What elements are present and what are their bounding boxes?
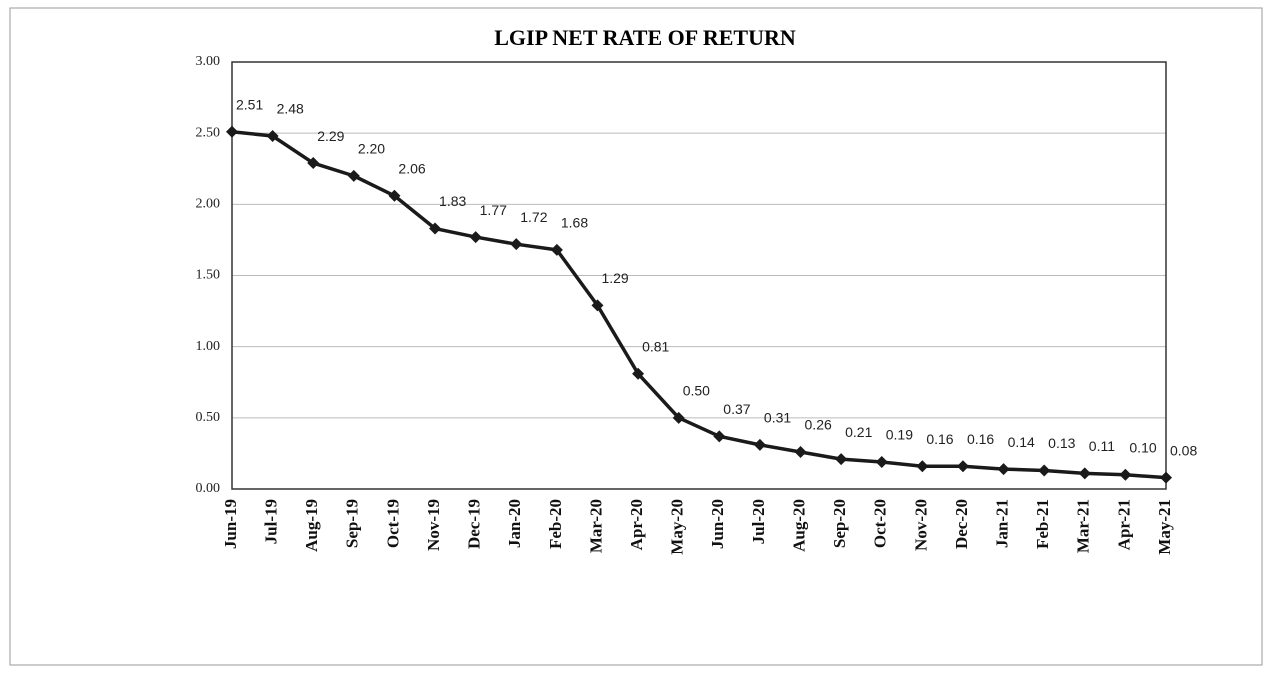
x-tick-label: Apr-20 (627, 499, 646, 550)
marker (632, 367, 645, 380)
chart-title: LGIP NET RATE OF RETURN (494, 25, 796, 50)
marker (794, 445, 807, 458)
data-label: 0.10 (1129, 439, 1156, 455)
x-tick-label: Aug-20 (789, 499, 808, 552)
data-label: 0.81 (642, 338, 669, 354)
data-label: 2.48 (277, 101, 304, 117)
data-label: 0.37 (723, 401, 750, 417)
y-tick-label: 1.50 (196, 268, 221, 283)
data-label: 1.29 (601, 270, 628, 286)
y-tick-label: 2.00 (196, 197, 221, 212)
data-label: 0.13 (1048, 435, 1075, 451)
marker (429, 222, 442, 235)
x-tick-label: Feb-20 (546, 499, 565, 549)
x-tick-label: Mar-20 (586, 499, 605, 553)
data-label: 1.72 (520, 209, 547, 225)
y-tick-label: 1.00 (196, 339, 221, 354)
data-label: 0.08 (1170, 442, 1197, 458)
data-label: 1.77 (480, 202, 507, 218)
x-tick-label: Jun-19 (221, 499, 240, 549)
x-tick-label: Dec-20 (952, 499, 971, 549)
x-tick-label: Nov-20 (911, 499, 930, 551)
y-tick-label: 0.00 (196, 481, 221, 496)
marker (307, 157, 320, 170)
x-tick-label: Apr-21 (1114, 499, 1133, 550)
data-label: 0.16 (967, 431, 994, 447)
x-tick-label: Oct-19 (383, 499, 402, 548)
line (231, 130, 1167, 480)
marker (672, 411, 685, 424)
marker (1160, 471, 1172, 484)
x-tick-label: Jul-20 (749, 499, 768, 544)
x-tick-label: May-21 (1155, 499, 1174, 555)
data-label: 2.20 (358, 141, 385, 157)
marker (347, 169, 360, 182)
x-tick-label: Sep-20 (830, 499, 849, 548)
x-tick-label: Dec-19 (465, 499, 484, 549)
x-tick-label: Jan-21 (992, 499, 1011, 548)
marker (1119, 468, 1132, 481)
marker (266, 130, 279, 143)
data-label: 0.21 (845, 424, 872, 440)
marker (469, 231, 482, 244)
data-label: 0.19 (886, 427, 913, 443)
data-label: 2.51 (236, 96, 263, 112)
y-tick-label: 3.00 (196, 54, 221, 69)
x-tick-label: Aug-19 (302, 499, 321, 552)
data-label: 0.11 (1089, 438, 1115, 454)
x-tick-label: Jan-20 (505, 499, 524, 548)
marker (1078, 467, 1091, 480)
data-label: 1.68 (561, 215, 588, 231)
marker (550, 243, 563, 256)
x-tick-label: May-20 (668, 499, 687, 555)
marker (591, 299, 604, 312)
frame (9, 7, 1263, 666)
marker (226, 125, 238, 138)
x-tick-label: Feb-21 (1033, 499, 1052, 549)
marker (510, 238, 523, 251)
marker (956, 460, 969, 473)
marker (916, 460, 929, 473)
marker (713, 430, 726, 443)
x-tick-label: Jul-19 (262, 499, 281, 544)
x-tick-label: Sep-19 (343, 499, 362, 548)
x-tick-label: Oct-20 (871, 499, 890, 548)
data-label: 0.16 (926, 431, 953, 447)
y-tick-label: 0.50 (196, 410, 221, 425)
data-label: 1.83 (439, 193, 466, 209)
marker (753, 438, 766, 451)
marker (388, 189, 401, 202)
marker (875, 455, 888, 468)
x-tick-label: Nov-19 (424, 499, 443, 551)
plot-border (231, 61, 1167, 490)
data-label: 0.31 (764, 410, 791, 426)
x-tick-label: Jun-20 (708, 499, 727, 549)
data-label: 0.26 (805, 417, 832, 433)
y-tick-label: 2.50 (196, 125, 221, 140)
marker (997, 463, 1010, 476)
data-label: 0.50 (683, 383, 710, 399)
marker (1038, 464, 1051, 477)
x-tick-label: Mar-21 (1074, 499, 1093, 553)
marker (835, 453, 848, 466)
data-label: 0.14 (1008, 434, 1035, 450)
data-label: 2.06 (398, 160, 425, 176)
data-label: 2.29 (317, 128, 344, 144)
